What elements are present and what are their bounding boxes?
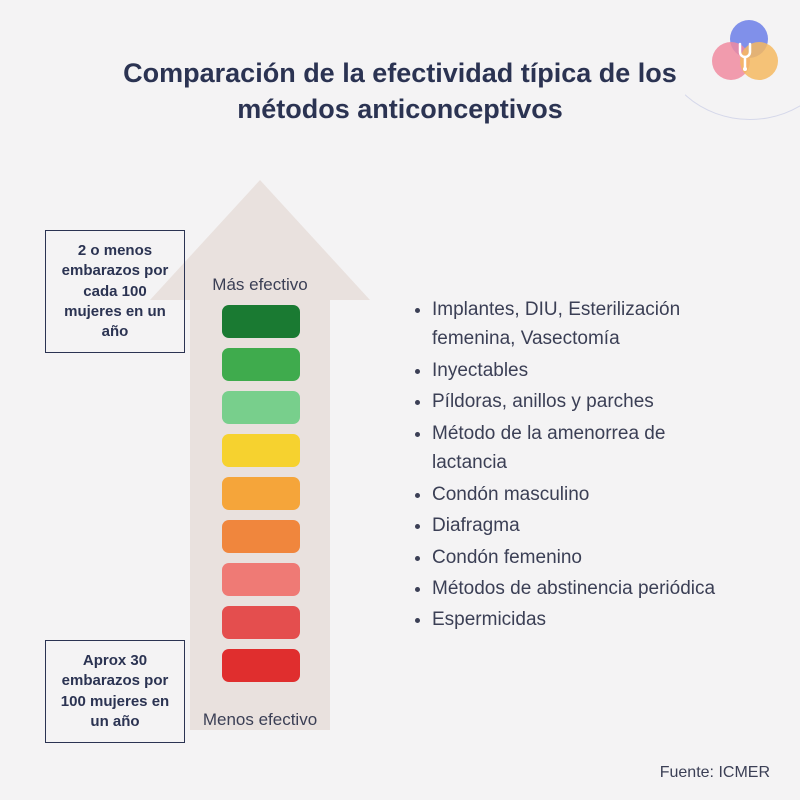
scale-block-7 <box>222 606 300 639</box>
scale-block-1 <box>222 348 300 381</box>
method-item: Métodos de abstinencia periódica <box>432 574 740 603</box>
tuning-fork-icon <box>734 42 756 72</box>
method-item: Método de la amenorrea de lactancia <box>432 419 740 478</box>
method-item: Píldoras, anillos y parches <box>432 387 740 416</box>
method-item: Condón masculino <box>432 480 740 509</box>
method-item: Espermicidas <box>432 605 740 634</box>
scale-block-6 <box>222 563 300 596</box>
brand-logo <box>710 20 780 90</box>
info-box-bottom: Aprox 30 embarazos por 100 mujeres en un… <box>45 640 185 743</box>
method-item: Condón femenino <box>432 543 740 572</box>
scale-block-0 <box>222 305 300 338</box>
color-scale <box>222 305 300 682</box>
scale-block-2 <box>222 391 300 424</box>
main-diagram: Más efectivo Menos efectivo 2 o menos em… <box>0 170 800 760</box>
source-credit: Fuente: ICMER <box>660 764 770 782</box>
methods-list: Implantes, DIU, Esterilización femenina,… <box>410 295 740 637</box>
info-box-top: 2 o menos embarazos por cada 100 mujeres… <box>45 230 185 353</box>
method-item: Inyectables <box>432 356 740 385</box>
scale-block-5 <box>222 520 300 553</box>
scale-block-3 <box>222 434 300 467</box>
method-item: Implantes, DIU, Esterilización femenina,… <box>432 295 740 354</box>
method-item: Diafragma <box>432 511 740 540</box>
scale-block-4 <box>222 477 300 510</box>
scale-block-8 <box>222 649 300 682</box>
